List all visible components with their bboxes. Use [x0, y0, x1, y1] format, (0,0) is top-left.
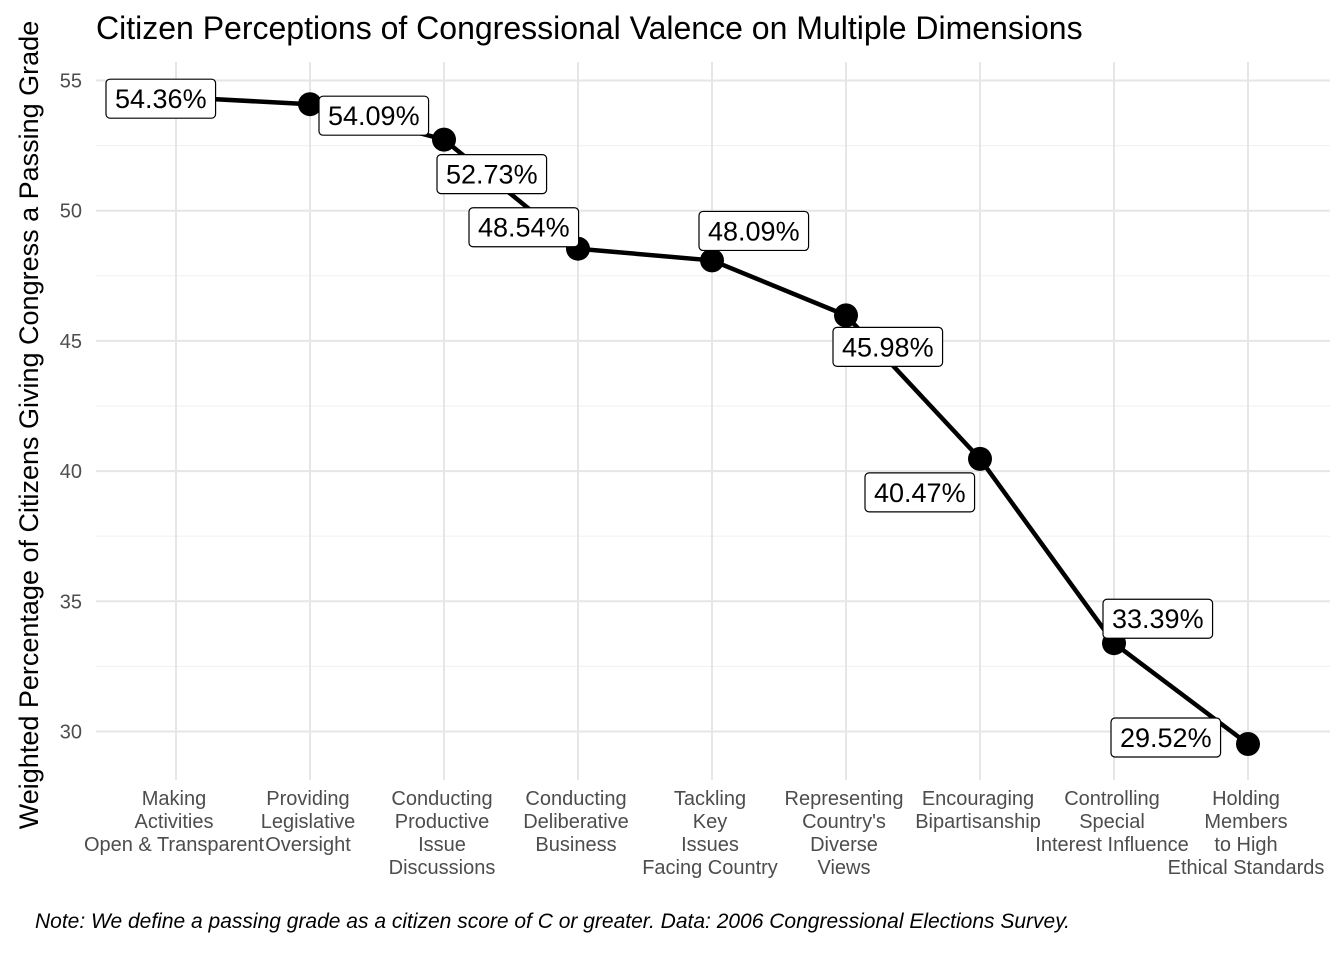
- data-labels: 54.36% 54.09% 52.73% 48.54% 48.09% 45.98% 40.4…: [105, 78, 1222, 758]
- data-label: 45.98%: [832, 326, 944, 367]
- data-label: 29.52%: [1110, 717, 1222, 758]
- x-tick-line: Open & Transparent: [84, 834, 265, 856]
- x-tick-line: Ethical Standards: [1168, 857, 1325, 879]
- y-tick-label: 50: [60, 201, 82, 223]
- y-tick-label: 30: [60, 722, 82, 744]
- x-tick-line: Controlling: [1064, 788, 1160, 810]
- data-label-text: 54.09%: [328, 101, 420, 131]
- x-tick-line: Facing Country: [642, 857, 778, 879]
- data-label-text: 54.36%: [115, 84, 207, 114]
- data-point: [1236, 731, 1260, 756]
- data-label-box: [105, 78, 217, 119]
- chart-caption: Note: We define a passing grade as a cit…: [35, 910, 1070, 933]
- x-tick-line: Deliberative: [523, 811, 629, 833]
- y-tick-label: 35: [60, 591, 82, 613]
- x-tick-line: Country's: [802, 811, 886, 833]
- x-tick-line: Key: [693, 811, 727, 833]
- grid: [96, 62, 1330, 780]
- x-tick-label: Conducting Deliberative Business: [523, 788, 629, 856]
- y-tick-label: 55: [60, 71, 82, 93]
- data-label-text: 33.39%: [1112, 604, 1204, 634]
- data-label-text: 52.73%: [446, 160, 538, 190]
- data-label: 52.73%: [436, 154, 548, 195]
- x-tick-line: Business: [535, 834, 616, 856]
- y-tick-label: 40: [60, 461, 82, 483]
- data-label-box: [698, 210, 810, 252]
- data-label-box: [864, 472, 976, 513]
- x-tick-line: Conducting: [525, 788, 626, 810]
- data-label-text: 48.54%: [478, 213, 570, 243]
- x-tick-line: to High: [1214, 834, 1277, 856]
- x-tick-line: Views: [818, 857, 871, 879]
- x-tick-line: Special: [1079, 811, 1145, 833]
- x-tick-line: Members: [1204, 811, 1287, 833]
- data-point: [834, 303, 858, 328]
- data-point: [968, 446, 992, 471]
- x-tick-line: Diverse: [810, 834, 878, 856]
- x-tick-line: Conducting: [391, 788, 492, 810]
- x-tick-line: Activities: [135, 811, 214, 833]
- x-tick-line: Making: [142, 788, 206, 810]
- x-tick-label: Providing Legislative Oversight: [261, 788, 356, 856]
- data-point: [700, 248, 724, 273]
- x-tick-label: Making Activities Open & Transparent: [84, 788, 265, 856]
- data-label: 40.47%: [864, 472, 976, 513]
- x-axis-ticks: Making Activities Open & TransparentProvid…: [84, 788, 1324, 879]
- data-label: 54.36%: [105, 78, 217, 119]
- x-tick-line: Providing: [266, 788, 349, 810]
- data-label-text: 45.98%: [842, 332, 934, 362]
- y-axis-ticks: 30 35 40 45 50 55: [60, 71, 82, 744]
- x-tick-line: Productive: [395, 811, 490, 833]
- data-label-box: [832, 326, 944, 367]
- data-label-text: 40.47%: [874, 478, 966, 508]
- x-tick-line: Legislative: [261, 811, 356, 833]
- x-tick-label: Holding Members to High Ethical Standards: [1168, 788, 1325, 879]
- data-point: [432, 127, 456, 152]
- x-tick-line: Tackling: [674, 788, 746, 810]
- data-label-box: [468, 207, 580, 248]
- x-tick-label: Tackling Key Issues Facing Country: [642, 788, 778, 879]
- x-tick-label: Controlling Special Interest Influence: [1035, 788, 1188, 856]
- x-tick-line: Holding: [1212, 788, 1280, 810]
- x-tick-line: Encouraging: [922, 788, 1034, 810]
- data-label-box: [318, 95, 430, 136]
- data-label: 48.09%: [698, 210, 810, 252]
- x-tick-line: Representing: [785, 788, 904, 810]
- chart-title: Citizen Perceptions of Congressional Val…: [96, 10, 1083, 46]
- data-label-box: [1102, 598, 1214, 639]
- y-tick-label: 45: [60, 331, 82, 353]
- x-tick-line: Interest Influence: [1035, 834, 1188, 856]
- x-tick-line: Discussions: [389, 857, 496, 879]
- data-label: 33.39%: [1102, 598, 1214, 639]
- data-point: [298, 92, 322, 117]
- data-label-text: 48.09%: [708, 216, 800, 246]
- y-axis-title: Weighted Percentage of Citizens Giving C…: [14, 21, 44, 829]
- x-tick-label: Conducting Productive Issue Discussions: [389, 788, 496, 879]
- x-tick-line: Oversight: [265, 834, 351, 856]
- data-label-text: 29.52%: [1120, 723, 1212, 753]
- data-label-box: [436, 154, 548, 195]
- x-tick-line: Issues: [681, 834, 739, 856]
- x-tick-line: Bipartisanship: [915, 811, 1041, 833]
- x-tick-label: Encouraging Bipartisanship: [915, 788, 1041, 833]
- x-tick-label: Representing Country's Diverse Views: [785, 788, 904, 879]
- x-tick-line: Issue: [418, 834, 466, 856]
- data-label-box: [1110, 717, 1222, 758]
- data-label: 48.54%: [468, 207, 580, 248]
- data-label: 54.09%: [318, 95, 430, 136]
